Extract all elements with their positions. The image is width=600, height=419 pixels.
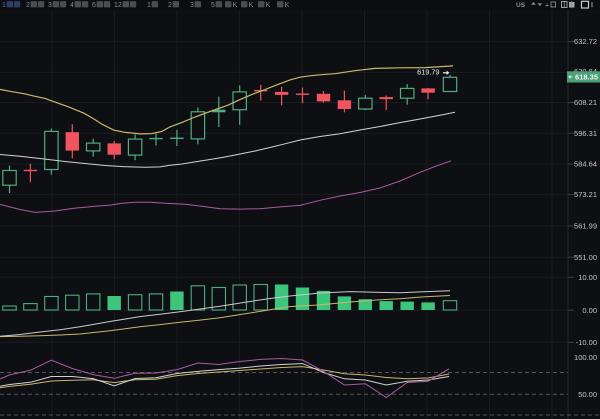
- svg-text:US: US: [516, 2, 526, 9]
- svg-text:3: 3: [190, 2, 194, 9]
- svg-text:+: +: [545, 3, 549, 10]
- svg-text:561.99: 561.99: [574, 222, 597, 231]
- svg-text:551.00: 551.00: [574, 253, 597, 262]
- svg-text:1: 1: [147, 2, 151, 9]
- svg-text:K: K: [285, 2, 290, 9]
- svg-text:12: 12: [114, 2, 122, 9]
- svg-text:632.72: 632.72: [574, 37, 597, 46]
- svg-text:4: 4: [70, 2, 74, 9]
- svg-text:618.35: 618.35: [575, 73, 598, 82]
- svg-text:573.21: 573.21: [574, 190, 597, 199]
- svg-text:-10.00: -10.00: [576, 338, 597, 347]
- svg-text:619.79: 619.79: [417, 68, 439, 77]
- svg-text:K: K: [249, 2, 254, 9]
- svg-text:608.21: 608.21: [574, 98, 597, 107]
- svg-text:2: 2: [168, 2, 172, 9]
- svg-text:3: 3: [48, 2, 52, 9]
- svg-text:0.00: 0.00: [582, 306, 597, 315]
- svg-text:1: 1: [2, 2, 6, 9]
- svg-text:50.00: 50.00: [578, 390, 597, 399]
- svg-text:K: K: [233, 2, 238, 9]
- svg-text:5: 5: [211, 2, 215, 9]
- svg-text:K: K: [266, 2, 271, 9]
- svg-text:2: 2: [26, 2, 30, 9]
- svg-text:596.31: 596.31: [574, 129, 597, 138]
- svg-text:584.64: 584.64: [574, 160, 597, 169]
- svg-text:6: 6: [92, 2, 96, 9]
- svg-text:10.00: 10.00: [578, 273, 597, 282]
- svg-text:100.00: 100.00: [574, 353, 597, 362]
